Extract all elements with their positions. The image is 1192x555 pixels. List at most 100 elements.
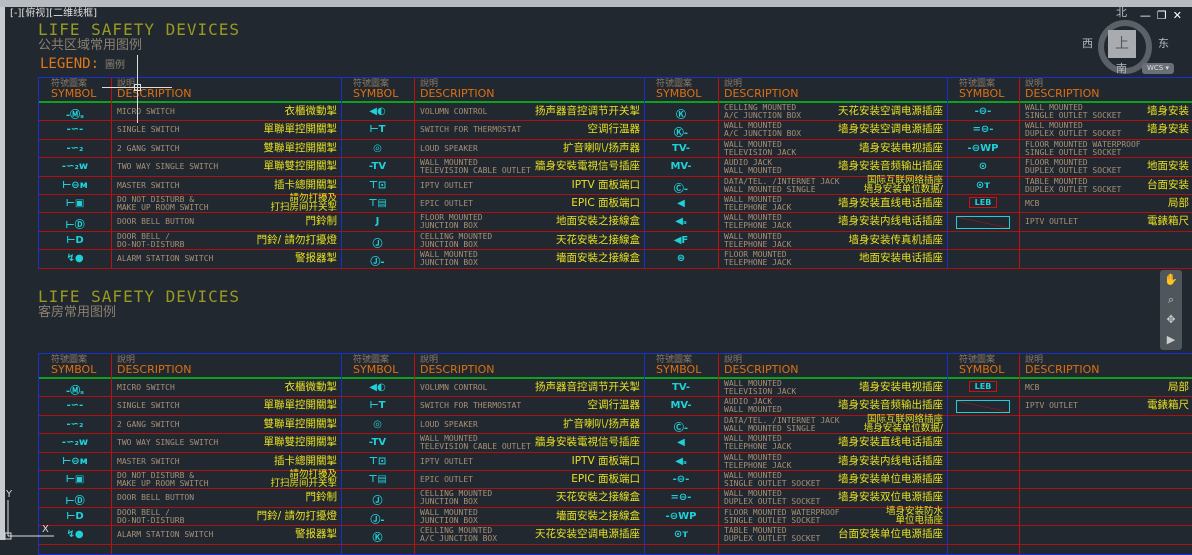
- master-switch-icon: ⊢⊖ᴍ: [62, 455, 88, 467]
- crosshair-pickbox: [134, 84, 141, 91]
- chinese-line: 門鈴/ 請勿打擾燈: [256, 509, 337, 522]
- chinese-line: IPTV 面板端口: [571, 178, 640, 191]
- floor-telephone-jack-icon: ⊜: [676, 253, 686, 265]
- description-line: MASTER SWITCH: [117, 180, 180, 190]
- loud-speaker-icon: ◎: [373, 142, 382, 154]
- chinese-line: 門鈴/ 請勿打擾燈: [256, 233, 337, 246]
- window-controls: — ❐ ✕: [1140, 9, 1182, 22]
- item-description: TWO WAY SINGLE SWITCH: [117, 163, 218, 171]
- header-description-cn: 說明: [420, 355, 439, 365]
- item-description: FLOOR MOUNTED JUNCTION BOX: [420, 214, 483, 230]
- description-line: TABLE MOUNTED: [724, 526, 787, 536]
- crosshair-cursor-h: [102, 87, 172, 88]
- chinese-line: 單聯單控開關掣: [263, 399, 338, 412]
- chinese-line: 打扫房间开关掣: [270, 478, 337, 489]
- description-line: IPTV OUTLET: [420, 180, 473, 190]
- header-description-en: DESCRIPTION: [420, 363, 495, 376]
- description-line: MAKE UP ROOM SWITCH: [117, 203, 209, 212]
- chinese-line: 天花安裝之接線盒: [556, 491, 640, 504]
- compass-north[interactable]: 北: [1116, 6, 1127, 19]
- item-chinese-label: 扬声器音控调节开关掣: [535, 382, 640, 393]
- description-line: AUDIO JACK: [724, 158, 773, 168]
- compass-east[interactable]: 东: [1158, 37, 1169, 50]
- minimize-icon[interactable]: —: [1139, 9, 1151, 22]
- viewport-controls-label[interactable]: [-][俯视][二维线框]: [10, 8, 98, 19]
- item-description: SINGLE SWITCH: [117, 402, 180, 410]
- zoom-icon[interactable]: ⌕: [1167, 293, 1175, 306]
- showmotion-icon[interactable]: ▶: [1166, 333, 1176, 346]
- dnd-switch-icon: ⊢▣: [65, 198, 85, 209]
- chinese-line: 衣櫃微動掣: [284, 105, 338, 117]
- door-bell-button-icon: ⊢Ⓓ: [65, 496, 85, 508]
- pan-icon[interactable]: ✋: [1164, 273, 1178, 286]
- dnd-switch-icon: ⊢▣: [65, 474, 85, 485]
- description-line: FLOOR MOUNTED WATERPROOF: [1025, 139, 1141, 149]
- description-line: WALL MOUNTED SINGLE: [724, 184, 816, 194]
- description-line: WALL MOUNTED: [1025, 121, 1083, 131]
- item-chinese-label: 墙身安装直线电话插座: [838, 198, 943, 209]
- wcs-dropdown[interactable]: WCS ▾: [1142, 63, 1174, 74]
- header-symbol: 符號圖案 SYMBOL: [959, 355, 1004, 375]
- description-line: ALARM STATION SWITCH: [117, 254, 214, 264]
- chinese-line: 局部: [1168, 197, 1189, 209]
- description-line: DUPLEX OUTLET SOCKET: [1025, 184, 1122, 194]
- micro-switch-icon: -Ⓜₛ: [66, 386, 84, 397]
- item-chinese-label: 牆身安裝電視信号插座: [535, 161, 640, 172]
- compass-south[interactable]: 南: [1116, 62, 1127, 75]
- iptv-box-icon: [947, 400, 1019, 416]
- description-line: WALL MOUNTED SINGLE: [724, 423, 816, 433]
- restore-icon[interactable]: ❐: [1156, 9, 1167, 22]
- chinese-line: 請勿打擾及: [289, 469, 337, 480]
- chinese-line: 墙身安装: [1147, 105, 1189, 117]
- item-chinese-label: 国际互联网络插座 墙身安装单位数据/: [864, 175, 943, 194]
- item-description: DOOR BELL / DO-NOT-DISTURB: [117, 508, 184, 525]
- description-line: WALL MOUNTED: [724, 434, 782, 444]
- item-chinese-label: 天花安装空调电源插座: [838, 106, 943, 117]
- item-description: DO NOT DISTURB & MAKE UP ROOM SWITCH: [117, 472, 209, 488]
- epic-outlet-icon: ⊤▤: [368, 474, 387, 485]
- table-row: [39, 158, 1192, 177]
- internal-telephone-jack-icon: ◀ₛ: [675, 216, 687, 228]
- description-line: SINGLE OUTLET SOCKET: [1025, 147, 1122, 157]
- description-line: TELEPHONE JACK: [724, 203, 792, 212]
- column-divider: [341, 78, 342, 268]
- ucs-y-label: Y: [5, 489, 13, 500]
- mcb-icon: LEB: [947, 197, 1019, 208]
- orbit-icon[interactable]: ✥: [1166, 313, 1176, 326]
- description-line: CELLING MOUNTED: [420, 489, 493, 499]
- chinese-line: 打扫房间开关掣: [270, 202, 337, 213]
- description-line: TABLE MOUNTED: [1025, 176, 1088, 186]
- single-socket-icon: -⊖-: [974, 106, 992, 117]
- compass-west[interactable]: 西: [1082, 37, 1093, 50]
- header-description-cn: 說明: [117, 79, 136, 89]
- viewcube-ring[interactable]: [1098, 20, 1152, 74]
- description-line: IPTV OUTLET: [1025, 401, 1078, 411]
- item-chinese-label: 請勿打擾及 打扫房间开关掣: [270, 469, 337, 489]
- header-symbol-en: SYMBOL: [51, 87, 97, 100]
- item-chinese-label: 空调行温器: [588, 124, 641, 135]
- chinese-line: 雙聯單控開關掣: [263, 141, 338, 154]
- item-chinese-label: 單聯雙控開關掣: [264, 437, 338, 448]
- item-chinese-label: 衣櫃微動掣: [285, 382, 338, 393]
- header-symbol-cn: 符號圖案: [51, 79, 88, 89]
- header-description-cn: 說明: [724, 355, 743, 365]
- tv-cable-outlet-icon: -TV: [368, 161, 387, 173]
- item-description: MCB: [1025, 200, 1039, 208]
- close-icon[interactable]: ✕: [1172, 9, 1182, 22]
- item-description: MICRO SWITCH: [117, 108, 175, 116]
- description-line: TWO WAY SINGLE SWITCH: [117, 162, 219, 172]
- wall-junction-box-icon: Ⓙ-: [370, 514, 385, 526]
- description-line: LOUD SPEAKER: [420, 419, 478, 429]
- item-chinese-label: IPTV 面板端口: [572, 455, 640, 467]
- master-switch-icon: ⊢⊖ᴍ: [62, 179, 88, 191]
- header-symbol: 符號圖案 SYMBOL: [353, 355, 398, 375]
- viewcube-top-face[interactable]: 上: [1108, 30, 1136, 58]
- description-line: TELEPHONE JACK: [724, 442, 792, 452]
- item-description: WALL MOUNTED DUPLEX OUTLET SOCKET: [724, 490, 820, 506]
- description-line: TELEPHONE JACK: [724, 221, 792, 231]
- item-chinese-label: 墙身安装防水 单位电插座: [886, 507, 943, 526]
- item-description: SWITCH FOR THERMOSTAT: [420, 126, 521, 134]
- chinese-line: 墙身安装传真机插座: [848, 233, 944, 246]
- header-symbol-cn: 符號圖案: [656, 79, 693, 89]
- header-symbol-cn: 符號圖案: [353, 79, 390, 89]
